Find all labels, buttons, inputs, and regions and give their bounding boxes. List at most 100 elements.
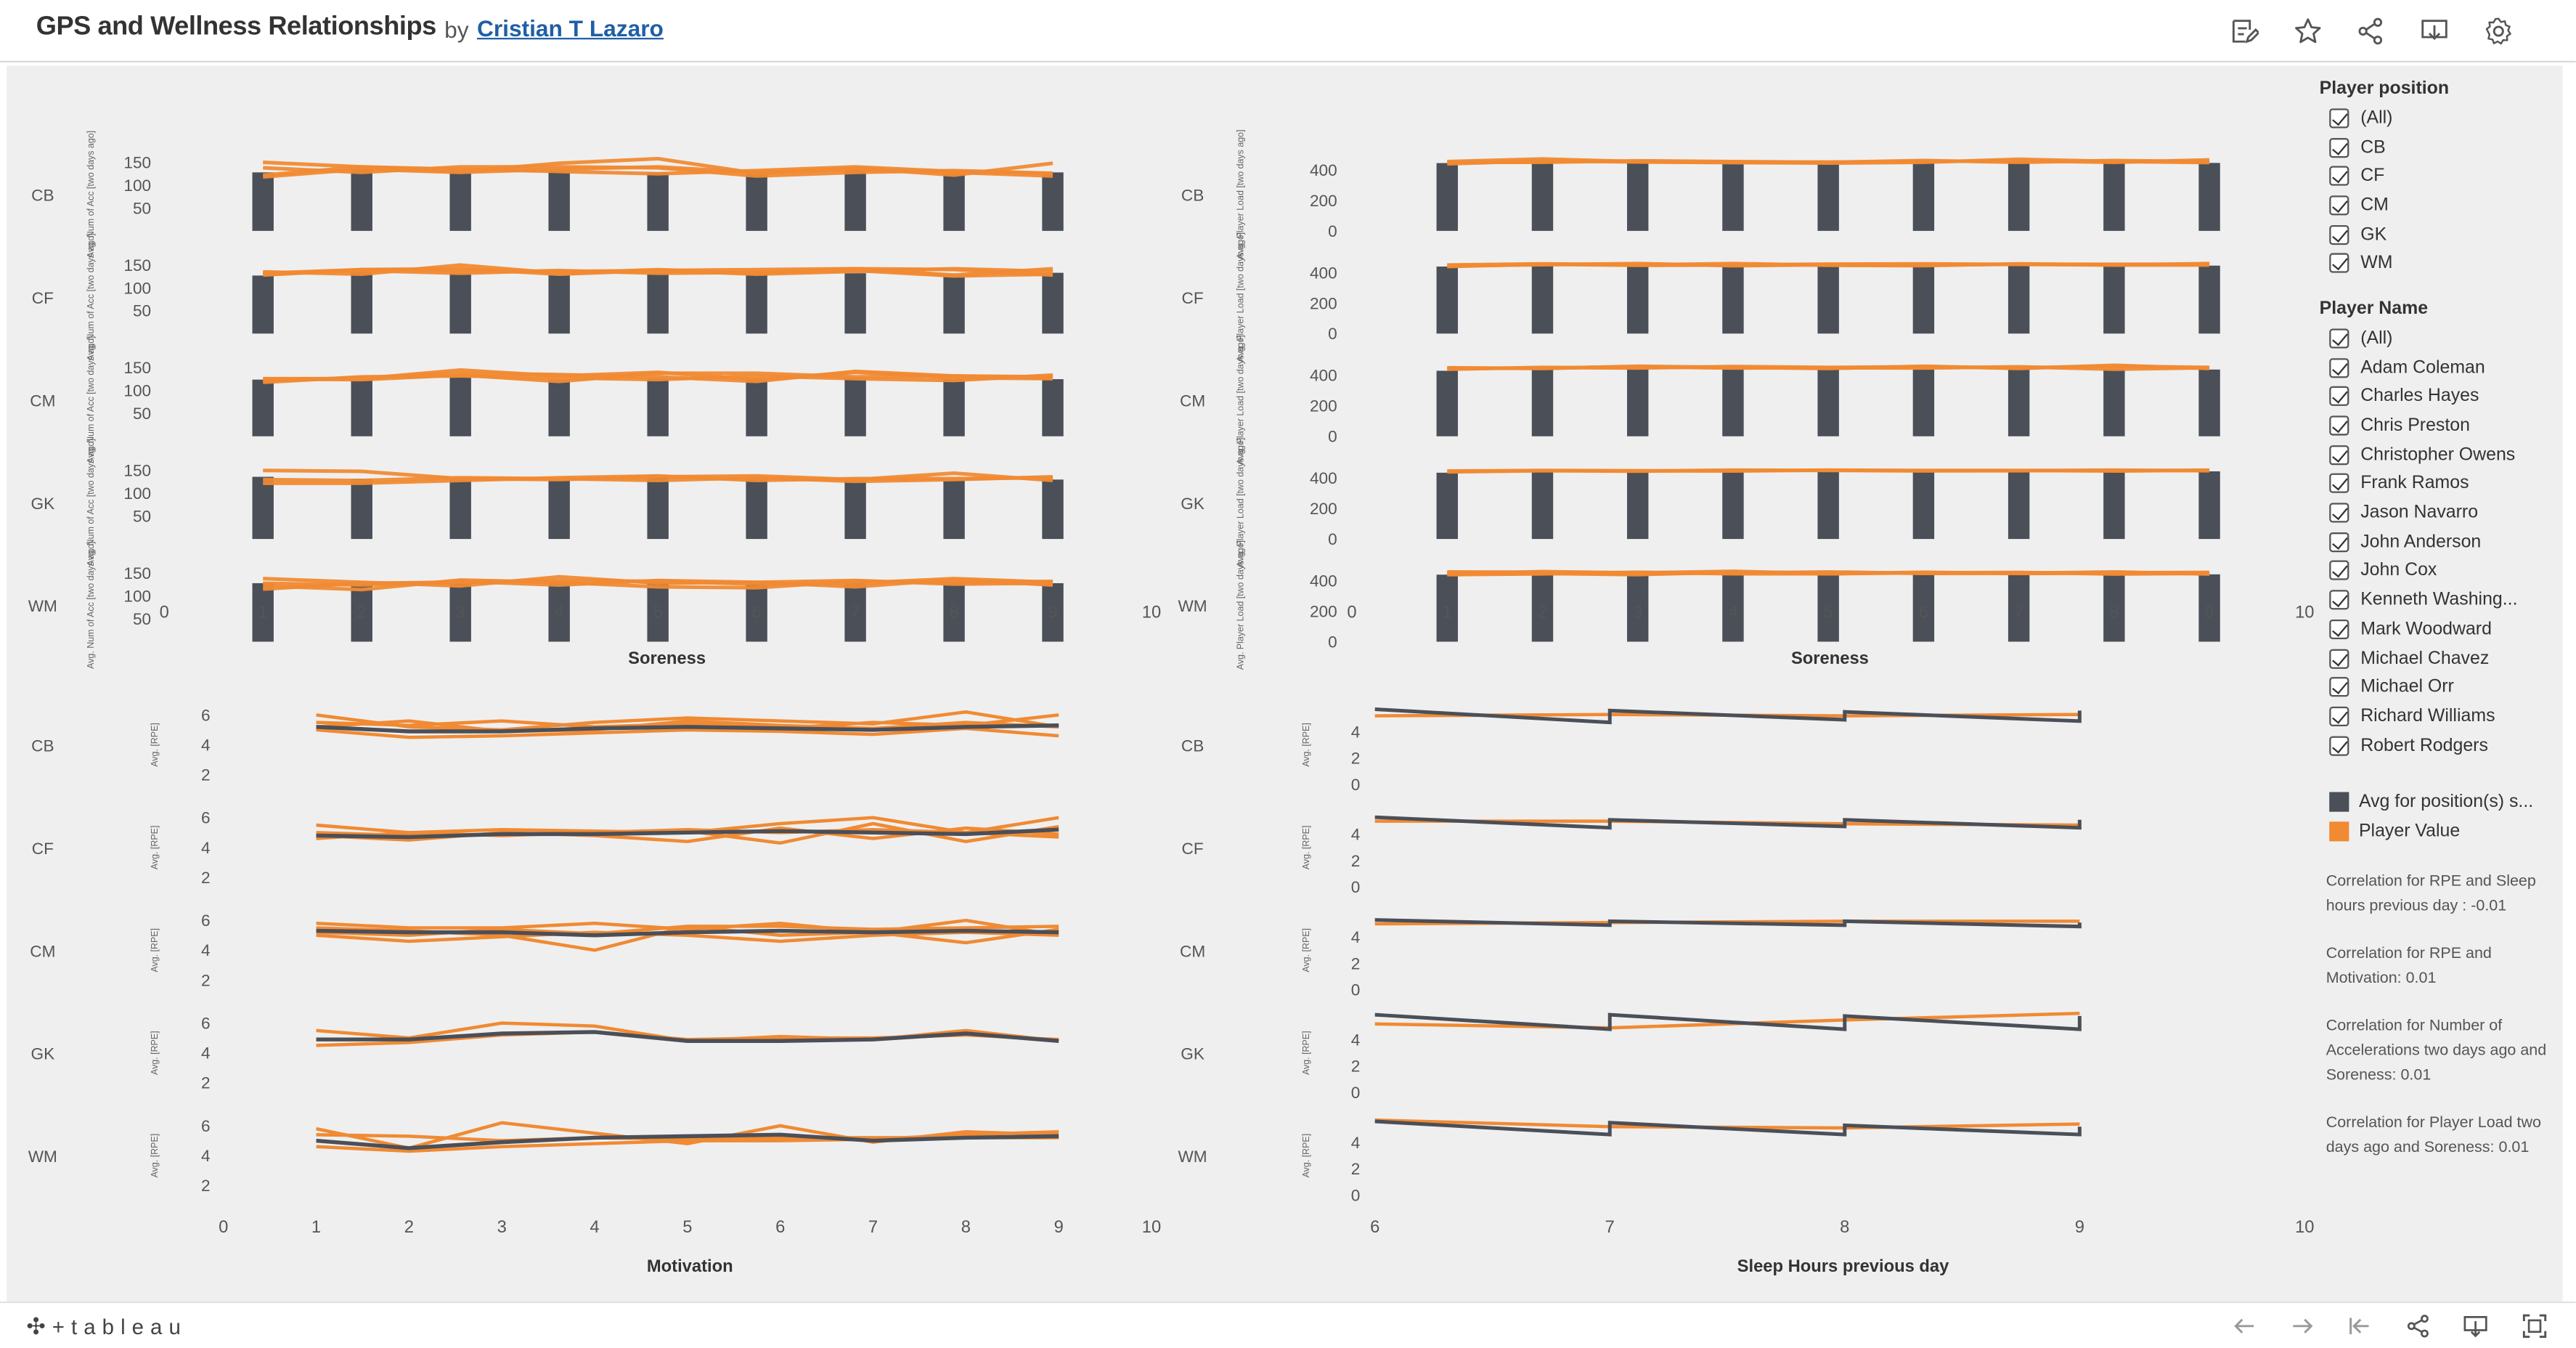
- player-name-option[interactable]: Robert Rodgers: [2320, 731, 2566, 760]
- fullscreen-icon[interactable]: [2518, 1311, 2551, 1341]
- x-tick-label: 4: [590, 1217, 599, 1237]
- player-name-option[interactable]: Christopher Owens: [2320, 440, 2566, 469]
- revert-icon[interactable]: [2342, 1311, 2375, 1341]
- checkbox-checked-icon[interactable]: [2329, 107, 2349, 129]
- y-tick-label: 0: [1328, 325, 1337, 343]
- bar: [943, 378, 965, 437]
- download-icon[interactable]: [2416, 13, 2453, 49]
- player-line: [316, 918, 1059, 937]
- y-axis-label: Avg. [RPE]: [1301, 1134, 1311, 1178]
- bar: [746, 273, 767, 334]
- player-name-option[interactable]: Adam Coleman: [2320, 353, 2566, 382]
- y-tick-label: 0: [1328, 428, 1337, 446]
- checkbox-checked-icon[interactable]: [2329, 503, 2349, 523]
- player-name-option[interactable]: Michael Chavez: [2320, 643, 2566, 673]
- checkbox-checked-icon[interactable]: [2329, 677, 2349, 697]
- avg-line: [316, 1132, 1059, 1150]
- bar: [2198, 574, 2220, 642]
- edit-icon[interactable]: [2226, 13, 2262, 49]
- y-tick-label: 200: [1310, 602, 1337, 620]
- player-line: [1447, 363, 2210, 370]
- name-filter-title: Player Name: [2319, 299, 2429, 320]
- y-axis-label: Avg. [RPE]: [150, 928, 160, 973]
- y-tick-label: 50: [133, 508, 151, 526]
- footer-bar: ✣ + tableau: [0, 1301, 2576, 1348]
- player-name-option[interactable]: Mark Woodward: [2320, 614, 2566, 643]
- bar: [1912, 265, 1935, 334]
- settings-icon[interactable]: [2480, 13, 2516, 49]
- player-name-option[interactable]: John Anderson: [2320, 527, 2566, 556]
- checkbox-checked-icon[interactable]: [2329, 195, 2349, 216]
- y-tick-label: 0: [1351, 1186, 1361, 1204]
- player-name-option[interactable]: Michael Orr: [2320, 673, 2566, 702]
- position-option[interactable]: (All): [2320, 104, 2566, 133]
- footer-share-icon[interactable]: [2402, 1311, 2434, 1341]
- position-option[interactable]: CF: [2320, 162, 2566, 191]
- player-name-option-label: Kenneth Washing...: [2360, 590, 2518, 610]
- checkbox-checked-icon[interactable]: [2329, 253, 2349, 274]
- checkbox-checked-icon[interactable]: [2329, 328, 2349, 349]
- checkbox-checked-icon[interactable]: [2329, 706, 2349, 726]
- undo-icon[interactable]: [2227, 1311, 2260, 1341]
- player-name-option[interactable]: Kenneth Washing...: [2320, 585, 2566, 614]
- checkbox-checked-icon[interactable]: [2329, 444, 2349, 465]
- y-tick-label: 4: [1351, 826, 1361, 844]
- checkbox-checked-icon[interactable]: [2329, 619, 2349, 639]
- y-tick-label: 400: [1310, 264, 1337, 282]
- page-title: GPS and Wellness Relationships: [36, 13, 437, 41]
- y-tick-label: 200: [1310, 397, 1337, 415]
- name-filter-list[interactable]: (All) Adam Coleman Charles Hayes Chris Pres…: [2320, 324, 2566, 777]
- checkbox-checked-icon[interactable]: [2329, 561, 2349, 581]
- player-name-option[interactable]: Frank Ramos: [2320, 469, 2566, 498]
- footer-download-icon[interactable]: [2459, 1311, 2492, 1341]
- tableau-logo[interactable]: ✣ + tableau: [26, 1313, 187, 1341]
- checkbox-checked-icon[interactable]: [2329, 386, 2349, 407]
- player-name-option[interactable]: Chris Preston: [2320, 411, 2566, 440]
- player-name-option[interactable]: John Cox: [2320, 556, 2566, 585]
- position-option[interactable]: GK: [2320, 220, 2566, 249]
- avg-line: [316, 827, 1059, 840]
- checkbox-checked-icon[interactable]: [2329, 590, 2349, 610]
- bar: [1531, 161, 1554, 231]
- checkbox-checked-icon[interactable]: [2329, 137, 2349, 158]
- checkbox-checked-icon[interactable]: [2329, 648, 2349, 668]
- y-tick-label: 2: [1351, 852, 1361, 870]
- player-name-option[interactable]: Richard Williams: [2320, 702, 2566, 731]
- bar: [2008, 471, 2030, 540]
- y-axis-label: Avg. Num of Acc [two days ago]: [86, 336, 96, 463]
- x-tick-label: 8: [2109, 603, 2119, 622]
- share-icon[interactable]: [2352, 13, 2389, 49]
- x-tick-label: 10: [1142, 603, 1161, 622]
- player-name-option[interactable]: (All): [2320, 324, 2566, 353]
- avg-line: [316, 723, 1059, 734]
- checkbox-checked-icon[interactable]: [2329, 474, 2349, 494]
- x-tick-label: 0: [219, 1217, 228, 1237]
- position-option[interactable]: CB: [2320, 133, 2566, 162]
- author-link[interactable]: Cristian T Lazaro: [476, 15, 664, 41]
- checkbox-checked-icon[interactable]: [2329, 357, 2349, 378]
- star-icon[interactable]: [2290, 13, 2326, 49]
- checkbox-checked-icon[interactable]: [2329, 415, 2349, 436]
- bar: [351, 582, 372, 642]
- position-option[interactable]: CM: [2320, 191, 2566, 220]
- checkbox-checked-icon[interactable]: [2329, 224, 2349, 245]
- bar: [351, 272, 372, 334]
- charts-area: CB Avg. Num of Acc [two days ago] 50100150…: [28, 129, 2315, 1276]
- position-option[interactable]: WM: [2320, 249, 2566, 278]
- bar: [351, 379, 372, 437]
- bar: [647, 172, 669, 231]
- player-name-option[interactable]: Charles Hayes: [2320, 382, 2566, 411]
- checkbox-checked-icon[interactable]: [2329, 166, 2349, 187]
- checkbox-checked-icon[interactable]: [2329, 532, 2349, 552]
- checkbox-checked-icon[interactable]: [2329, 735, 2349, 755]
- bar: [548, 379, 570, 437]
- bar: [746, 378, 767, 437]
- legend-item[interactable]: Avg for position(s) s...: [2320, 787, 2566, 817]
- player-name-option[interactable]: Jason Navarro: [2320, 498, 2566, 527]
- bar: [1042, 479, 1064, 540]
- player-name-option-label: John Anderson: [2360, 532, 2482, 552]
- player-name-option-label: Michael Chavez: [2360, 648, 2490, 668]
- y-tick-label: 0: [1328, 222, 1337, 240]
- legend-item[interactable]: Player Value: [2320, 817, 2566, 847]
- redo-icon[interactable]: [2286, 1311, 2319, 1341]
